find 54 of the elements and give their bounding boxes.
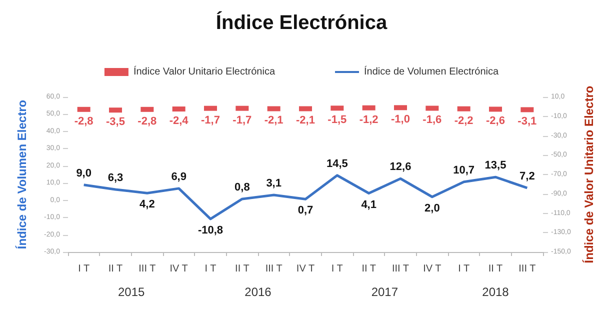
x-tick-label: III T (392, 264, 410, 274)
data-label: 13,5 (484, 160, 506, 172)
data-label: -1,5 (328, 114, 347, 126)
data-label: 10,7 (453, 164, 475, 176)
data-label: -2,2 (454, 114, 474, 127)
data-label: 4,1 (361, 198, 376, 211)
y2-axis-title: Índice de Valor Unitario Electro (582, 86, 596, 264)
data-label: -10,8 (198, 224, 224, 236)
x-tick-label: I T (204, 264, 216, 274)
data-label: -2,8 (138, 115, 157, 128)
x-tick-label: IV T (296, 264, 315, 274)
x-tick-label: I T (331, 264, 343, 274)
text: 2015 (118, 285, 146, 299)
text: 2016 (244, 285, 272, 299)
data-label: -2,1 (264, 114, 284, 127)
y-axis-title: Índice de Volumen Electro (15, 100, 29, 250)
data-label: -1,7 (232, 114, 252, 126)
x-tick-label: IV T (423, 264, 442, 274)
data-label: -3,1 (518, 116, 537, 128)
data-label: -1,7 (201, 114, 220, 126)
x-tick-label: II T (362, 264, 376, 274)
data-label: 7,2 (520, 170, 535, 182)
legend-label: Índice de Volumen Electrónica (364, 66, 499, 78)
x-tick-label: I T (78, 264, 90, 274)
data-label: 9,0 (76, 167, 92, 180)
legend-label: Índice Valor Unitario Electrónica (133, 66, 276, 78)
x-tick-label: I T (458, 264, 470, 274)
x-tick-label: III T (518, 264, 536, 274)
text: 2017 (371, 285, 398, 299)
chart-title: Índice Electrónica (216, 11, 388, 34)
data-label: 3,1 (266, 177, 282, 190)
data-label: -2,6 (486, 115, 505, 128)
x-tick-label: IV T (170, 264, 188, 274)
data-label: -1,0 (391, 114, 410, 126)
data-label: 6,9 (171, 170, 186, 183)
data-label: 14,5 (326, 158, 348, 170)
data-label: 4,2 (140, 198, 155, 211)
data-label: 0,7 (298, 204, 314, 217)
data-label: -1,6 (422, 114, 442, 126)
x-tick-label: II T (488, 264, 503, 274)
text: 2018 (482, 285, 510, 299)
data-label: 2,0 (424, 202, 440, 214)
data-label: -2,4 (169, 115, 190, 128)
data-label: 0,8 (234, 181, 250, 194)
data-label: 6,3 (108, 172, 124, 184)
x-tick-label: II T (235, 264, 250, 274)
data-label: -2,1 (296, 114, 315, 127)
data-label: -2,8 (74, 115, 94, 128)
data-label: -3,5 (106, 116, 125, 128)
data-label: 12,6 (390, 161, 412, 174)
x-tick-label: II T (108, 264, 123, 274)
x-tick-label: III T (265, 264, 282, 274)
x-tick-label: III T (138, 264, 156, 274)
data-label: -1,2 (359, 114, 378, 126)
